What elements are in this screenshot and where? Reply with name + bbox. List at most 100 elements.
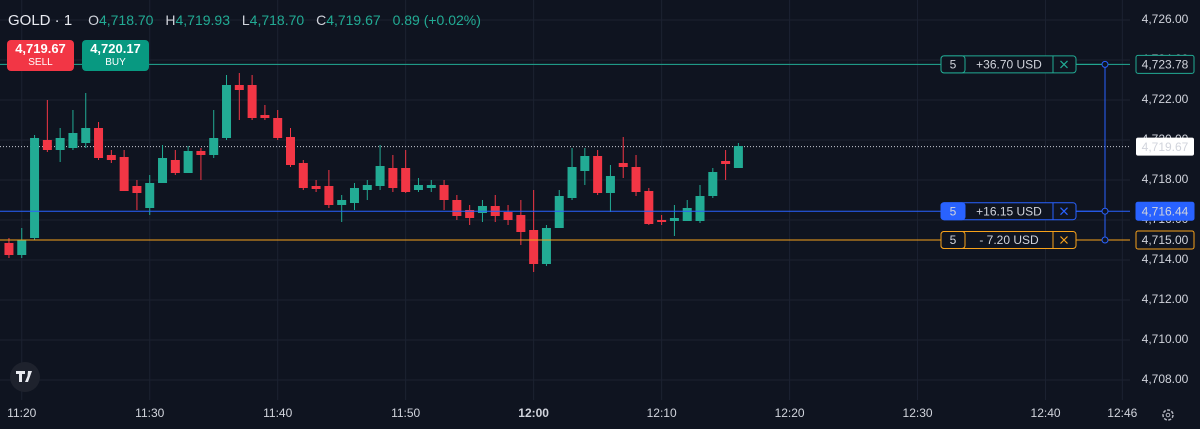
candle-body — [234, 85, 244, 90]
candle-body — [375, 166, 385, 186]
candle-body — [260, 115, 270, 118]
y-tick-label: 4,718.00 — [1142, 172, 1189, 186]
x-tick-label: 12:10 — [647, 406, 677, 420]
x-tick-label: 11:30 — [135, 406, 164, 420]
l-value: 4,718.70 — [249, 12, 305, 28]
pill-pnl: +36.70 USD — [976, 58, 1042, 72]
candle-body — [413, 185, 423, 190]
candle-body — [17, 240, 27, 255]
candle-body — [285, 137, 295, 165]
sell-label: SELL — [28, 57, 53, 68]
ruler-handle[interactable] — [1101, 60, 1109, 68]
pill-qty-box — [940, 55, 966, 74]
x-tick-label: 12:46 — [1107, 406, 1137, 420]
candle-body — [30, 138, 40, 238]
axis-price-box — [1135, 54, 1195, 74]
x-tick-label: 12:30 — [903, 406, 933, 420]
change: 0.89 (+0.02%) — [392, 12, 481, 28]
candle-body — [183, 151, 193, 173]
candle-body — [618, 163, 628, 167]
settings-icon[interactable] — [1162, 409, 1174, 421]
candle-body — [222, 85, 232, 138]
x-tick-label: 12:00 — [518, 406, 549, 420]
axis-price-box — [1135, 230, 1195, 250]
candle-body — [503, 212, 513, 220]
x-tick-label: 11:50 — [391, 406, 420, 420]
sell-button[interactable]: 4,719.67 SELL — [7, 40, 74, 71]
candle-body — [401, 168, 411, 192]
y-tick-label: 4,708.00 — [1142, 372, 1189, 386]
candle-body — [68, 133, 78, 148]
y-tick-label: 4,726.00 — [1142, 12, 1189, 26]
candle-body — [362, 185, 372, 190]
candle-body — [721, 161, 731, 164]
buy-button[interactable]: 4,720.17 BUY — [82, 40, 149, 71]
candle-body — [158, 158, 168, 183]
pill-quantity: 5 — [950, 233, 957, 247]
candle-body — [580, 156, 590, 171]
candle-body — [81, 128, 91, 143]
logo-mark — [16, 371, 32, 382]
candle-body — [708, 172, 718, 196]
x-tick-label: 12:20 — [775, 406, 805, 420]
ruler-handle[interactable] — [1101, 236, 1109, 244]
candle-body — [4, 243, 14, 255]
candle-body — [106, 155, 116, 160]
o-value: 4,718.70 — [98, 12, 154, 28]
candle-body — [631, 167, 641, 192]
o-label: O — [88, 12, 99, 28]
position-pill[interactable]: 5 - 7.20 USD — [940, 231, 1105, 249]
candle-body — [145, 183, 155, 208]
pill-qty-box — [940, 202, 966, 221]
candle-body — [516, 215, 526, 232]
y-tick-label: 4,714.00 — [1142, 252, 1189, 266]
candle-body — [298, 163, 308, 188]
candle-body — [567, 167, 577, 198]
sell-price: 4,719.67 — [15, 41, 66, 56]
candle-body — [529, 230, 539, 264]
candle-body — [593, 156, 603, 193]
candle-body — [196, 151, 206, 155]
close-icon[interactable] — [1060, 60, 1068, 69]
ruler-handle[interactable] — [1101, 207, 1109, 215]
pill-quantity: 5 — [950, 58, 957, 72]
candle-body — [477, 206, 487, 213]
close-icon[interactable] — [1060, 207, 1068, 216]
buy-label: BUY — [105, 57, 126, 68]
candle-body — [324, 186, 334, 205]
candle-body — [465, 210, 475, 218]
position-pill[interactable]: 5 +16.15 USD — [940, 202, 1105, 221]
candle-body — [209, 138, 219, 155]
candle-body — [733, 146, 743, 168]
candle-body — [452, 200, 462, 216]
candle-body — [439, 185, 449, 200]
pill-pnl: +16.15 USD — [976, 204, 1042, 218]
h-value: 4,719.93 — [175, 12, 230, 28]
candle-body — [644, 191, 654, 224]
logo — [10, 362, 40, 392]
y-tick-label: 4,722.00 — [1142, 92, 1189, 106]
axis-price-label: 4,715.00 — [1142, 233, 1189, 247]
x-tick-label: 12:40 — [1031, 406, 1061, 420]
axis-price-box — [1135, 201, 1195, 221]
candle-body — [657, 220, 667, 222]
y-tick-label: 4,712.00 — [1142, 292, 1189, 306]
candle-body — [554, 196, 564, 228]
candle-body — [426, 185, 436, 188]
candle-body — [132, 186, 142, 193]
c-value: 4,719.67 — [326, 12, 381, 28]
c-label: C — [316, 12, 327, 28]
candle-body — [669, 218, 679, 221]
close-icon[interactable] — [1060, 236, 1068, 244]
x-tick-label: 11:40 — [263, 406, 292, 420]
axis-current-box — [1136, 137, 1194, 156]
position-pill[interactable]: 5 +36.70 USD — [940, 55, 1105, 74]
candle-body — [170, 160, 180, 173]
candle-body — [55, 138, 65, 150]
pill-qty-box — [940, 231, 966, 249]
candle-body — [695, 196, 705, 221]
candle-body — [119, 157, 129, 191]
candle-body — [42, 140, 52, 150]
symbol: GOLD · 1 — [8, 12, 73, 29]
